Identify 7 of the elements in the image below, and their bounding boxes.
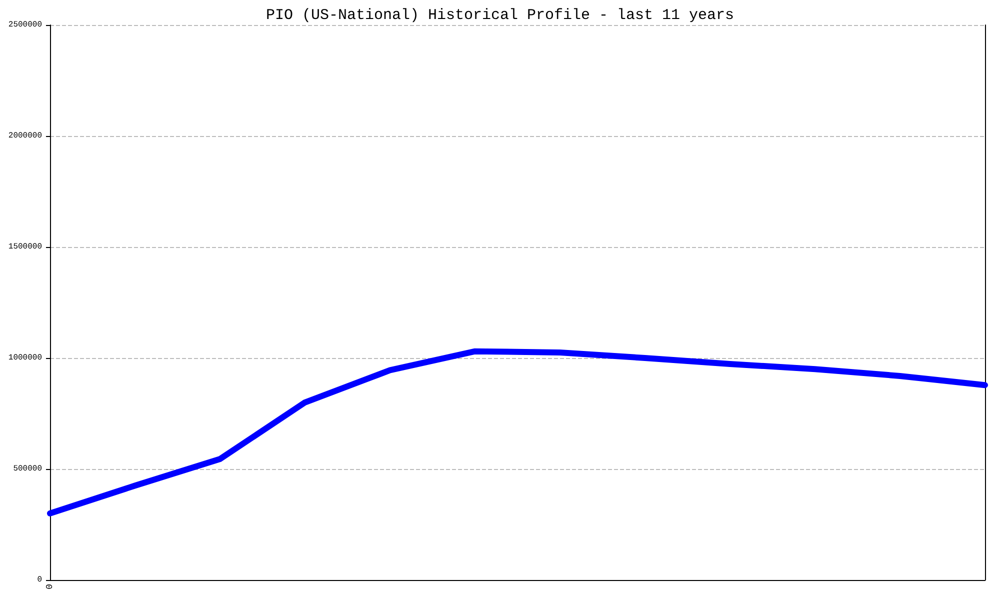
y-tick-label: 2000000 [8,132,42,140]
y-tick-label: 2500000 [8,20,42,30]
category-label: 0 [45,584,55,590]
y-tick-label: 500000 [13,464,42,474]
y-tick-label: 1000000 [8,354,42,362]
y-tick-label: 1500000 [8,242,42,252]
chart-title: PIO (US-National) Historical Profile - last 11 years [266,7,734,24]
